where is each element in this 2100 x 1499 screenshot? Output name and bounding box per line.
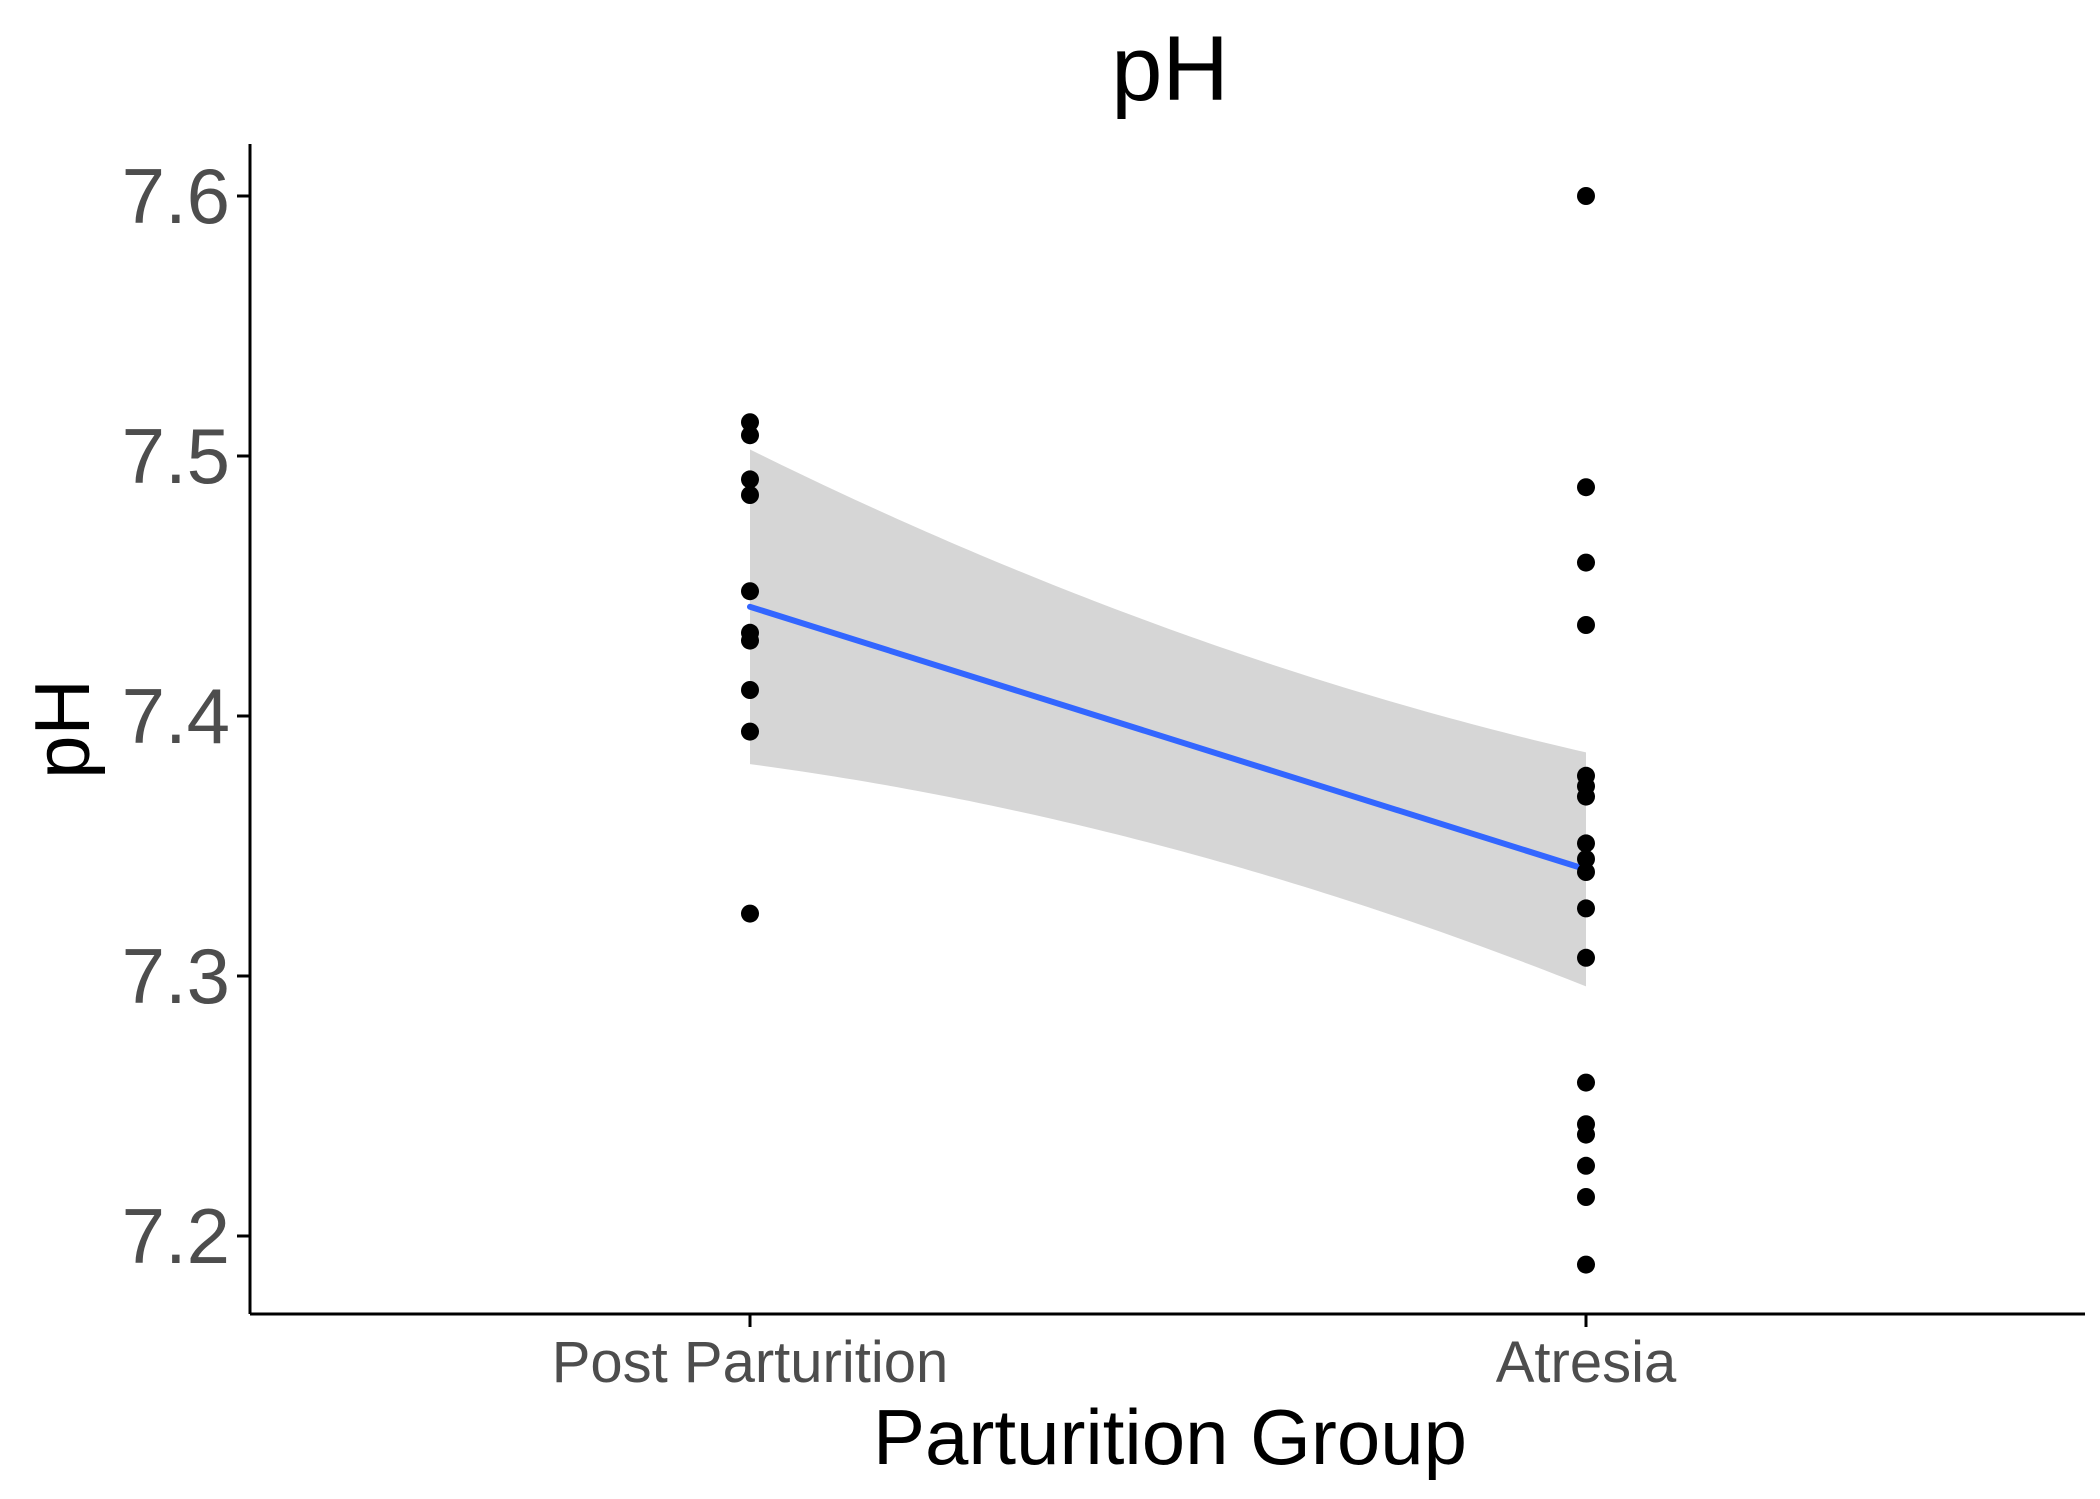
data-point-1-17 [1577,1255,1595,1274]
data-point-0-1 [741,426,759,445]
data-point-1-15 [1577,1156,1595,1175]
data-point-0-8 [741,722,759,741]
data-point-1-10 [1577,899,1595,918]
data-point-1-7 [1577,834,1595,853]
y-tick-label-4: 7.6 [122,152,230,240]
data-point-0-0 [741,413,759,432]
data-point-1-9 [1577,863,1595,881]
data-point-0-9 [741,904,759,923]
chart-title: pH [1111,18,1229,120]
data-point-1-2 [1577,553,1595,572]
data-point-1-8 [1577,850,1595,868]
data-point-1-14 [1577,1125,1595,1144]
data-points-layer [741,187,1595,1274]
data-point-0-6 [741,631,759,650]
data-point-1-16 [1577,1188,1595,1206]
y-tick-label-2: 7.4 [122,672,230,760]
data-point-0-3 [741,486,759,504]
fit-line-layer [747,603,1589,873]
data-point-0-2 [741,470,759,489]
data-point-1-1 [1577,478,1595,497]
data-point-1-3 [1577,616,1595,634]
y-tick-label-1: 7.3 [122,932,230,1020]
data-point-1-12 [1577,1073,1595,1092]
fit-line [747,603,1589,873]
data-point-0-7 [741,681,759,699]
data-point-0-4 [741,582,759,601]
x-ticks-layer: Post Parturition Atresia [552,1314,1677,1395]
x-tick-label-1: Atresia [1496,1330,1677,1395]
y-tick-label-0: 7.2 [122,1192,230,1280]
x-tick-label-0: Post Parturition [552,1330,949,1395]
confidence-band-layer [750,449,1586,987]
x-axis-title: Parturition Group [873,1393,1467,1481]
data-point-1-11 [1577,948,1595,967]
confidence-band [750,449,1586,987]
y-axis-title: pH [18,679,106,779]
y-tick-label-3: 7.5 [122,412,230,500]
data-point-1-6 [1577,787,1595,806]
y-ticks-layer: 7.2 7.3 7.4 7.5 7.6 [122,152,250,1280]
data-point-1-0 [1577,187,1595,205]
axes-layer [248,144,2085,1316]
